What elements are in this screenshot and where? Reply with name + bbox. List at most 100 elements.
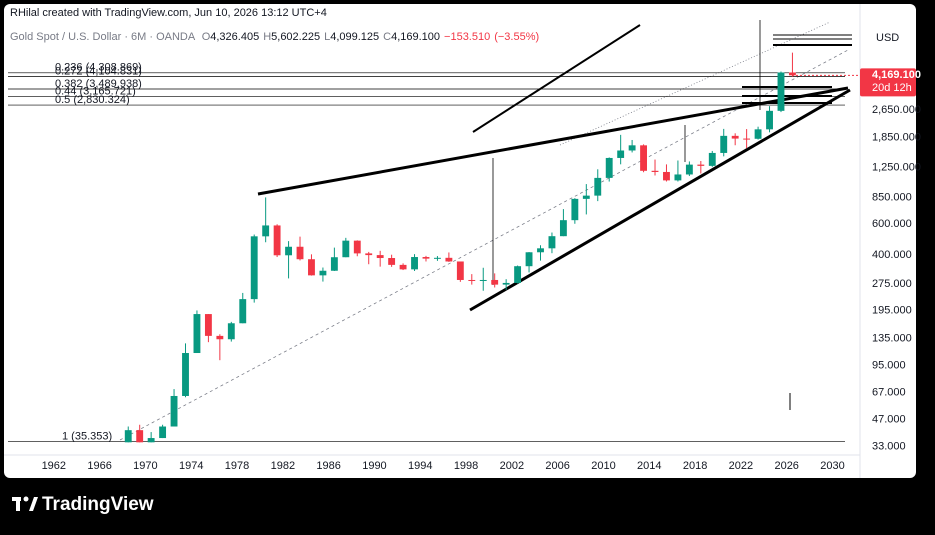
x-tick-label: 1978 [225, 460, 249, 472]
candle-body [537, 248, 544, 253]
candle-body [468, 279, 476, 281]
x-tick-label: 1970 [133, 460, 157, 472]
fib-label: 0.44 (3,165.721) [55, 85, 136, 97]
candle-body [617, 150, 625, 158]
y-tick-label: 33.000 [872, 441, 906, 453]
candle-body [697, 164, 705, 166]
candle-body [525, 252, 533, 267]
trend-line [257, 86, 849, 196]
candle-body [766, 110, 773, 130]
candle-body [571, 198, 579, 221]
candle-body [353, 240, 361, 254]
logo-shape [29, 497, 38, 511]
y-tick-label: 135.000 [872, 333, 912, 345]
candle-body [285, 246, 292, 256]
x-tick-label: 2026 [774, 460, 798, 472]
drawings [8, 20, 852, 442]
x-tick-label: 1994 [408, 460, 432, 472]
candle-body [411, 257, 418, 270]
x-tick-label: 2010 [591, 460, 615, 472]
candle-body [559, 220, 567, 237]
candle-body [754, 129, 762, 139]
trend-line [472, 24, 641, 133]
candle-body [422, 257, 430, 259]
ohlc-prefix: O [202, 31, 211, 43]
trend-line [469, 88, 851, 312]
ohlc-prefix: C [383, 31, 391, 43]
x-tick-label: 1966 [87, 460, 111, 472]
x-tick-label: 1990 [362, 460, 386, 472]
candle-body [743, 138, 751, 140]
currency: USD [876, 32, 899, 44]
candle-body [376, 255, 384, 259]
candle-body [388, 258, 396, 265]
candle-body [445, 257, 453, 262]
candle-body [640, 145, 647, 171]
y-tick-label: 600.000 [872, 218, 912, 230]
credit: RHilal created with TradingView.com, Jun… [10, 7, 327, 19]
candle-body [273, 225, 281, 256]
price-label: 4,169.100 [872, 69, 921, 81]
change: −153.510 [444, 31, 490, 43]
price-tag [860, 68, 916, 97]
y-tick-label: 275.000 [872, 278, 912, 290]
ohlc-value: 4,326.405 [210, 31, 259, 43]
candle-body [456, 261, 464, 280]
candle-body [399, 264, 407, 270]
x-tick-label: 2006 [545, 460, 569, 472]
y-tick-label: 195.000 [872, 304, 912, 316]
candle-body [159, 426, 167, 439]
candle-body [182, 353, 189, 396]
candle-body [548, 236, 556, 249]
x-tick-label: 2030 [820, 460, 844, 472]
candle-body [170, 395, 178, 427]
y-tick-label: 1,850.000 [872, 132, 921, 144]
candle-body [731, 135, 739, 139]
legend: Gold Spot / U.S. Dollar · 6M · OANDA O4,… [10, 31, 539, 43]
change-pct: (−3.55%) [494, 31, 539, 43]
y-tick-label: 400.000 [872, 249, 912, 261]
candle-body [479, 279, 487, 281]
candle-body [124, 430, 132, 443]
candle-body [227, 323, 235, 340]
brand: TradingView [42, 494, 154, 515]
x-tick-label: 2022 [729, 460, 753, 472]
ohlc-value: 5,602.225 [271, 31, 320, 43]
candle-body [262, 225, 270, 237]
fib-label: 0.272 (4,104.831) [55, 65, 142, 77]
y-tick-label: 95.000 [872, 360, 906, 372]
candle-body [594, 177, 602, 196]
y-tick-label: 67.000 [872, 386, 906, 398]
fib-label: 0.236 (4,308.869) [55, 62, 142, 74]
candle-body [204, 314, 212, 336]
candle-body [502, 282, 510, 285]
candle-body [319, 270, 327, 276]
x-tick-label: 2014 [637, 460, 661, 472]
candle-body [216, 335, 224, 340]
x-tick-label: 1998 [454, 460, 478, 472]
candle-body [514, 266, 522, 283]
candle-body [239, 299, 247, 324]
candle-body [777, 72, 785, 111]
candle-body [296, 246, 304, 260]
candle-body [365, 253, 373, 256]
candle-body [605, 157, 613, 178]
candle-body [674, 174, 682, 181]
candle-body [136, 430, 144, 443]
ohlc-prefix: L [324, 31, 330, 43]
candle-body [582, 195, 590, 199]
ohlc-value: 4,169.100 [391, 31, 440, 43]
candle-body [789, 72, 796, 76]
ohlc-value: 4,099.125 [330, 31, 379, 43]
y-tick-label: 2,650.000 [872, 104, 921, 116]
candle-body [342, 240, 350, 258]
logo-shape [16, 497, 20, 511]
logo-shape [23, 496, 29, 502]
candle-body [193, 314, 201, 354]
candle-body [434, 257, 441, 259]
fib-label: 0.382 (3,489.938) [55, 78, 142, 90]
y-tick-label: 1,250.000 [872, 162, 921, 174]
y-tick-label: 850.000 [872, 191, 912, 203]
